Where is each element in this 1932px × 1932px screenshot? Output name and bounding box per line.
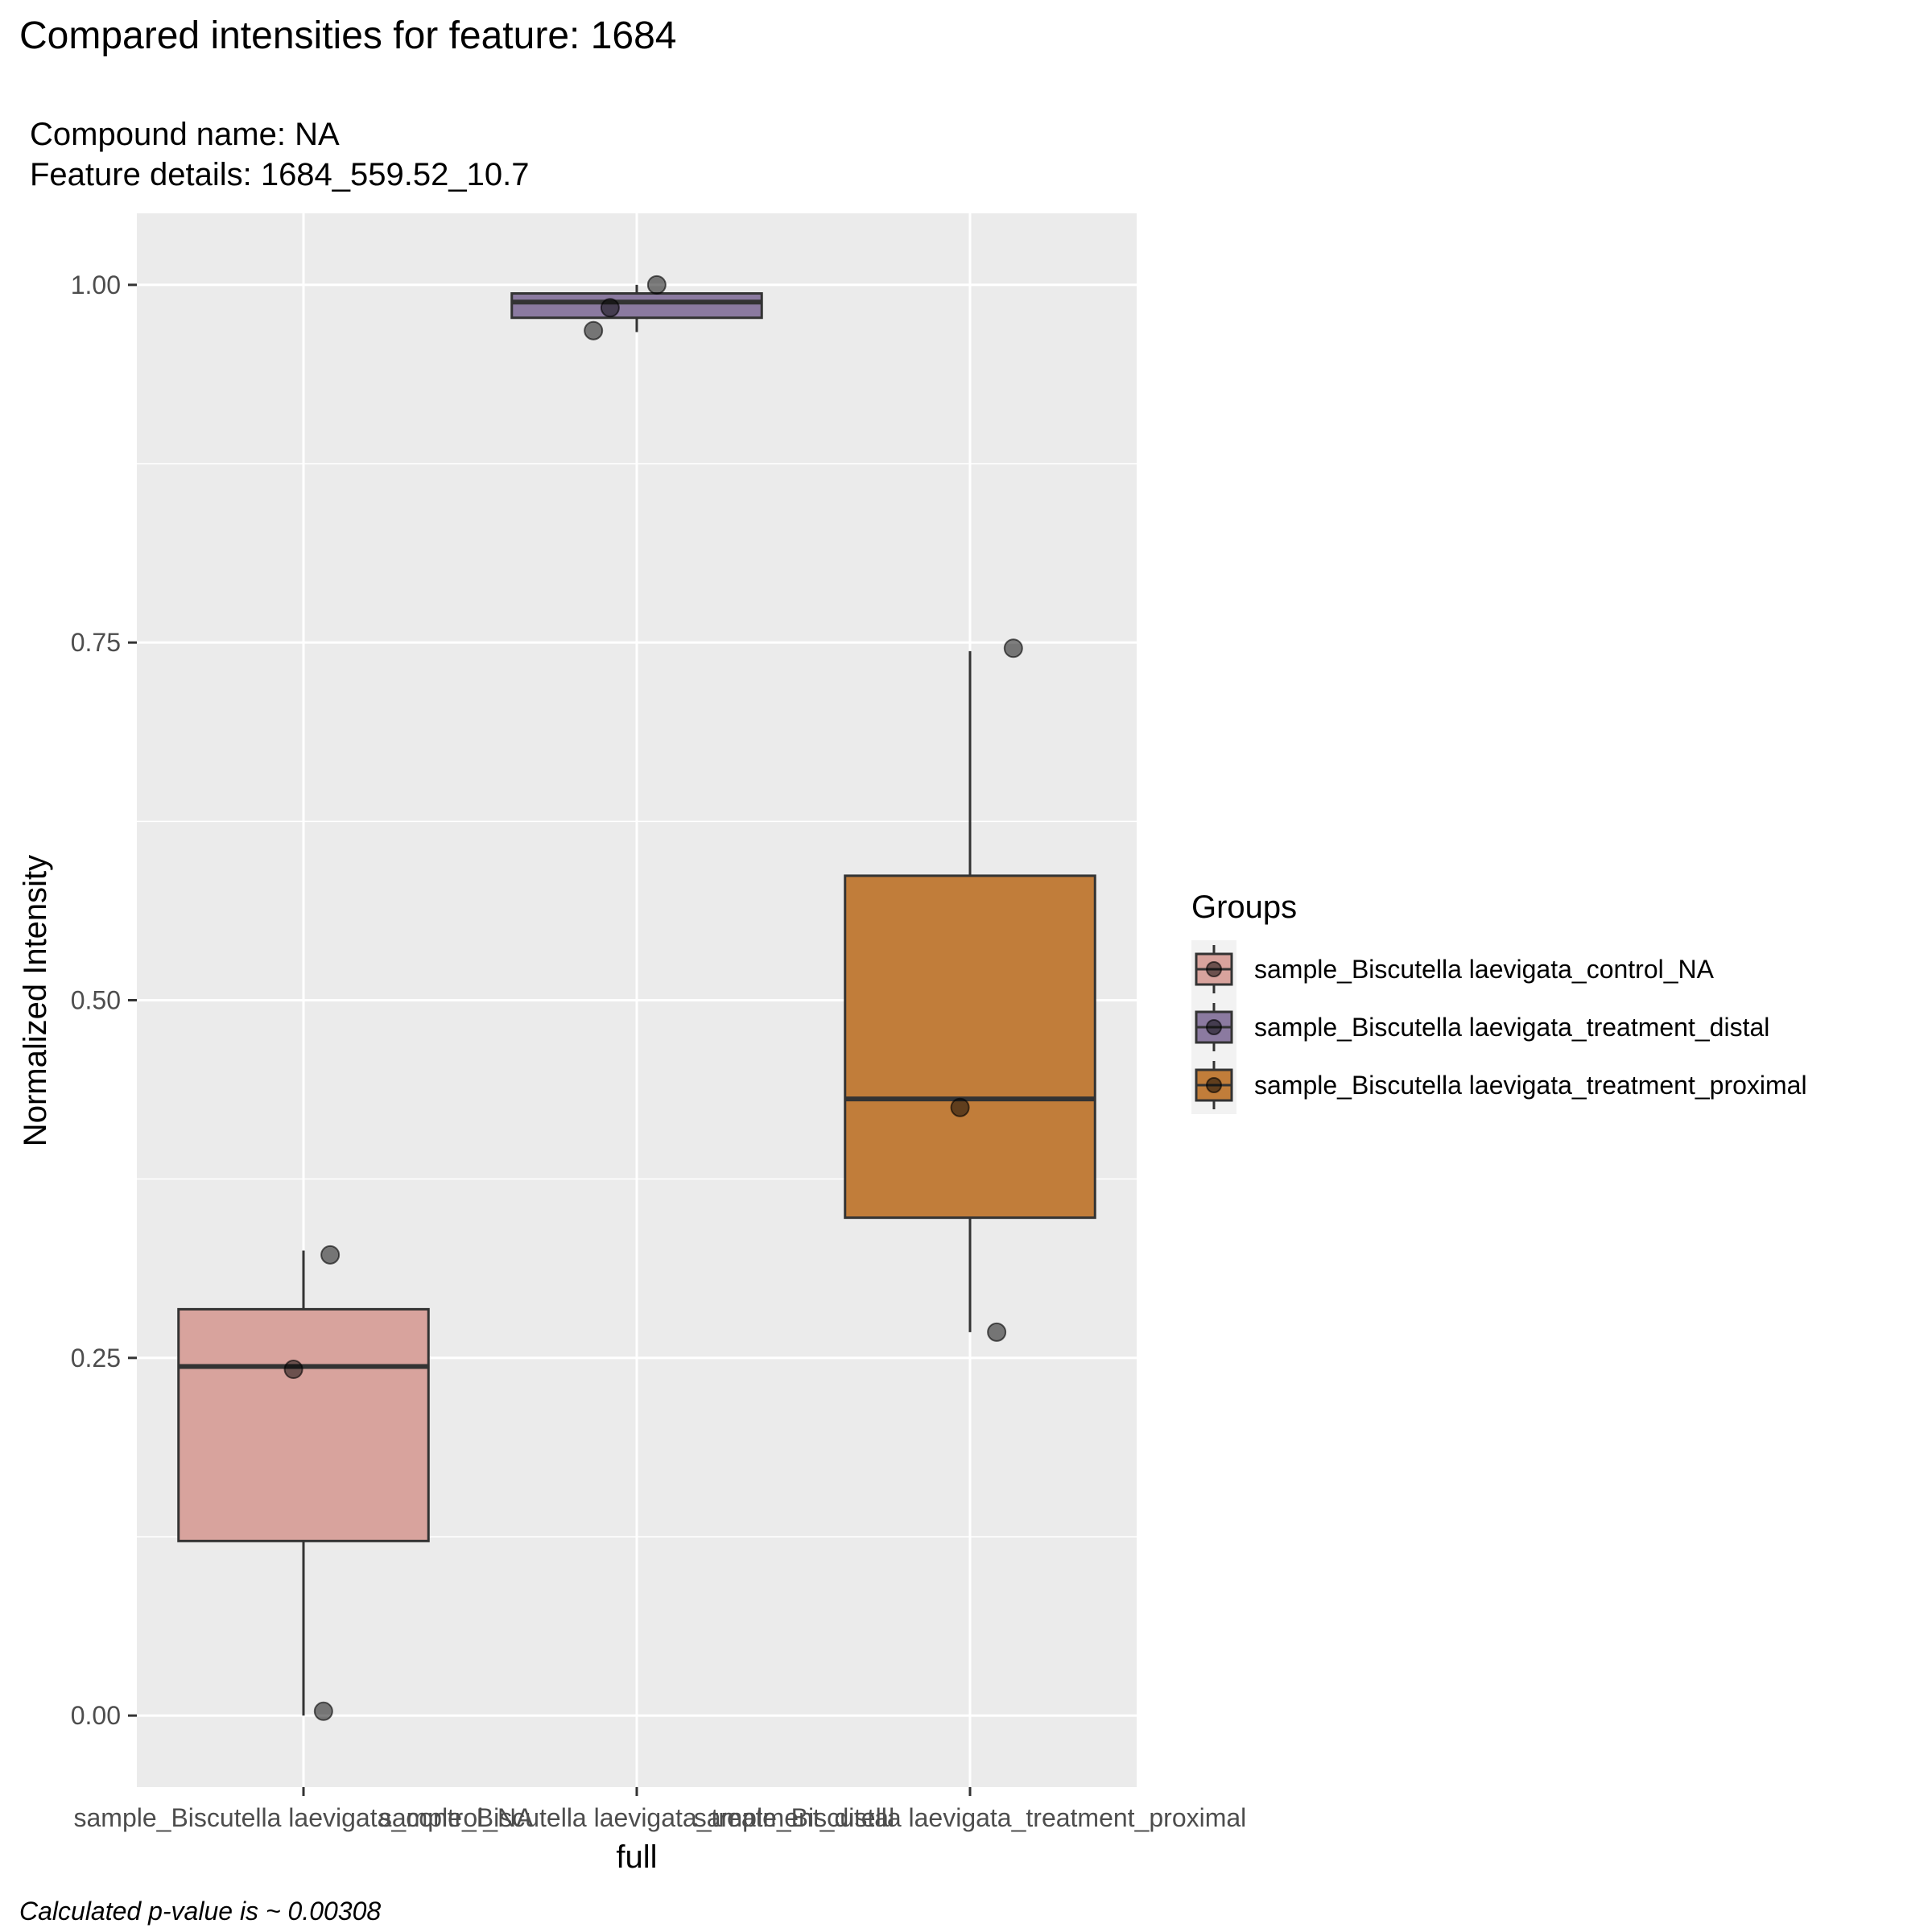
plot-subtitle-compound: Compound name: NA xyxy=(30,117,340,152)
x-tick-label: sample_Biscutella laevigata_control_NA xyxy=(74,1803,535,1832)
box-iqr xyxy=(844,874,1096,1220)
box-2 xyxy=(510,284,763,332)
legend-key xyxy=(1195,1003,1233,1051)
p-value-caption: Calculated p-value is ~ 0.00308 xyxy=(19,1897,381,1926)
data-point xyxy=(313,1701,333,1721)
boxes xyxy=(177,284,1096,1716)
box-1 xyxy=(177,1250,430,1716)
y-tick-label: 0.50 xyxy=(71,986,121,1015)
legend-key-point xyxy=(1206,1077,1222,1093)
data-point xyxy=(950,1097,970,1117)
y-tick-label: 0.25 xyxy=(71,1344,121,1373)
y-axis: 0.00 0.25 0.50 0.75 1.00 xyxy=(71,270,137,1730)
legend: Groups sample_Biscutella laevigata_contr… xyxy=(1191,890,1807,1114)
x-tick-label: sample_Biscutella laevigata_treatment_di… xyxy=(379,1803,894,1832)
y-tick-label: 0.75 xyxy=(71,628,121,657)
x-axis: sample_Biscutella laevigata_control_NAsa… xyxy=(74,1787,1247,1832)
data-point xyxy=(646,275,667,295)
y-tick-label: 0.00 xyxy=(71,1701,121,1730)
y-tick-label: 1.00 xyxy=(71,270,121,299)
data-point xyxy=(600,298,620,318)
data-point xyxy=(987,1322,1007,1342)
box-3 xyxy=(844,650,1096,1332)
data-point xyxy=(584,320,604,341)
x-tick-label: sample_Biscutella laevigata_treatment_pr… xyxy=(694,1803,1247,1832)
points xyxy=(283,275,1023,1721)
data-point xyxy=(1003,638,1023,658)
legend-label: sample_Biscutella laevigata_treatment_di… xyxy=(1254,1013,1769,1042)
legend-key-point xyxy=(1206,961,1222,977)
data-point xyxy=(320,1245,341,1265)
legend-key-point xyxy=(1206,1019,1222,1035)
plot-title: Compared intensities for feature: 1684 xyxy=(19,14,676,57)
legend-label: sample_Biscutella laevigata_control_NA xyxy=(1254,955,1715,984)
legend-key xyxy=(1195,945,1233,993)
box-iqr xyxy=(177,1307,430,1542)
legend-label: sample_Biscutella laevigata_treatment_pr… xyxy=(1254,1071,1807,1100)
y-axis-title: Normalized Intensity xyxy=(18,855,53,1146)
legend-title: Groups xyxy=(1191,890,1297,925)
data-point xyxy=(283,1360,303,1380)
box-iqr xyxy=(510,292,763,320)
legend-key xyxy=(1195,1061,1233,1109)
plot-subtitle-feature: Feature details: 1684_559.52_10.7 xyxy=(30,157,530,192)
x-axis-title: full xyxy=(616,1839,657,1875)
